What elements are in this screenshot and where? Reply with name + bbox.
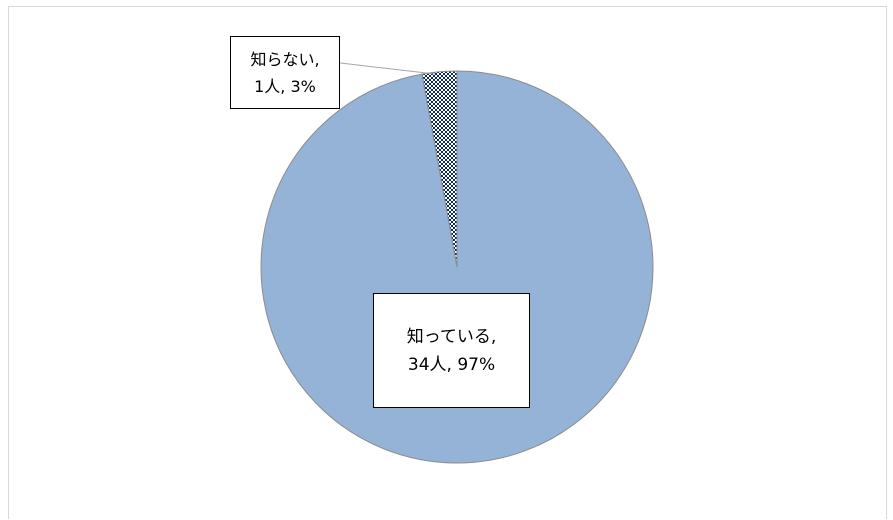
data-label-known-line2: 34人, 97%	[407, 354, 496, 375]
pie-slice-unknown	[421, 70, 458, 268]
data-label-known: 知っている, 34人, 97%	[373, 293, 530, 408]
data-label-unknown-line1: 知らない,	[250, 49, 320, 69]
data-label-unknown-line2: 1人, 3%	[254, 76, 316, 96]
pie-chart	[260, 61, 654, 464]
pie-slices	[260, 70, 654, 464]
chart-area: 知らない, 1人, 3% 知っている, 34人, 97%	[8, 6, 887, 519]
data-label-known-line1: 知っている,	[406, 326, 497, 347]
leader-line	[331, 61, 436, 75]
data-label-unknown: 知らない, 1人, 3%	[230, 36, 340, 109]
